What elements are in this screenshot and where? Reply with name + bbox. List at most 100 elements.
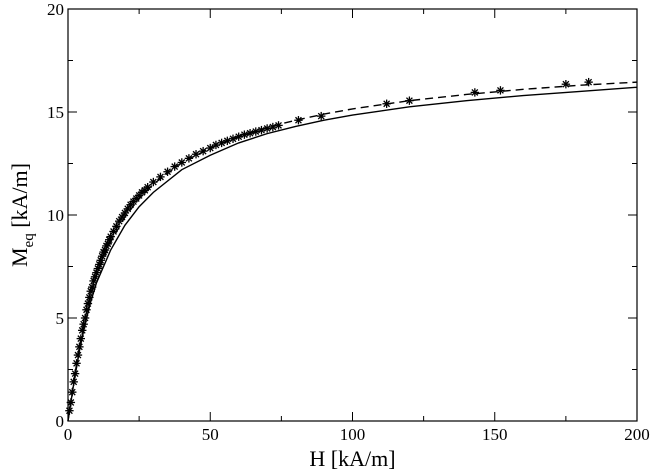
data-point-stroke	[405, 97, 413, 105]
data-point-stroke	[73, 359, 80, 367]
plot-frame	[67, 8, 638, 422]
y-axis-label-main: M	[7, 247, 32, 267]
data-point	[251, 127, 260, 136]
data-point	[75, 342, 84, 352]
data-point-stroke	[83, 306, 90, 314]
data-point-stroke	[178, 159, 186, 166]
data-point	[143, 182, 152, 192]
data-point-stroke	[118, 213, 126, 221]
data-point	[83, 299, 93, 308]
y-axis-label-sub: eq	[21, 233, 37, 248]
data-point-stroke	[81, 314, 89, 322]
data-point-stroke	[121, 209, 129, 217]
data-point-stroke	[115, 217, 123, 225]
data-point-stroke	[185, 154, 193, 162]
data-point	[268, 122, 278, 132]
data-point	[561, 79, 571, 89]
data-point	[80, 313, 90, 323]
data-point-stroke	[75, 343, 83, 351]
data-point-stroke	[275, 121, 282, 129]
data-point-stroke	[107, 233, 115, 241]
x-tick-label: 200	[624, 425, 650, 444]
data-point	[317, 111, 326, 121]
data-point-stroke	[471, 89, 479, 96]
data-point	[68, 387, 77, 397]
data-point-stroke	[71, 370, 79, 378]
data-point	[156, 172, 165, 182]
data-point	[96, 256, 105, 265]
data-point	[177, 158, 186, 167]
data-point-stroke	[68, 388, 76, 396]
data-point-stroke	[70, 378, 78, 386]
data-point	[294, 116, 303, 125]
curves	[67, 81, 638, 422]
x-tick-label: 0	[64, 425, 73, 444]
data-point-stroke	[206, 144, 214, 152]
y-tick-label: 15	[47, 103, 64, 122]
data-point-stroke	[585, 78, 593, 86]
data-point	[240, 130, 249, 139]
markers	[65, 77, 593, 415]
data-point	[257, 125, 266, 135]
data-point	[149, 177, 158, 187]
tick-labels: 0 50 100 150 200 0 5 10 15 20	[47, 0, 650, 444]
data-point	[90, 272, 100, 281]
data-point	[584, 77, 593, 87]
data-point	[245, 129, 255, 138]
data-point	[70, 369, 80, 378]
data-point	[496, 86, 505, 95]
data-point-stroke	[77, 335, 85, 343]
data-point-stroke	[317, 112, 325, 120]
data-point	[274, 121, 283, 130]
data-point-stroke	[80, 320, 88, 328]
data-point	[76, 334, 86, 343]
y-tick-label: 5	[56, 309, 65, 328]
data-point	[170, 162, 179, 171]
data-point	[87, 282, 97, 292]
data-point-stroke	[112, 222, 120, 230]
data-point-stroke	[157, 173, 164, 181]
x-tick-label: 100	[340, 425, 366, 444]
data-point-stroke	[497, 86, 504, 94]
data-point	[163, 167, 172, 176]
data-point	[198, 146, 208, 156]
data-point-stroke	[192, 150, 200, 158]
data-point	[73, 350, 83, 360]
data-point-stroke	[124, 205, 132, 213]
data-point-stroke	[67, 399, 75, 406]
data-point	[79, 319, 88, 329]
data-point-stroke	[144, 183, 152, 191]
data-point	[206, 143, 215, 153]
data-point	[262, 124, 272, 133]
data-point-stroke	[562, 80, 570, 88]
data-point	[382, 99, 391, 108]
data-point	[66, 398, 76, 407]
data-point	[85, 293, 94, 302]
data-point	[184, 154, 194, 163]
y-axis-label: Meq [kA/m]	[7, 163, 37, 267]
y-tick-label: 0	[56, 412, 65, 431]
data-point-stroke	[78, 326, 86, 334]
data-point	[78, 326, 87, 335]
x-axis-label: H [kA/m]	[309, 446, 395, 471]
data-point-stroke	[85, 293, 93, 301]
data-point	[65, 406, 74, 415]
data-point-stroke	[88, 283, 96, 291]
data-point-stroke	[295, 116, 302, 124]
data-point-stroke	[84, 300, 92, 308]
model-curve-solid	[67, 86, 638, 422]
data-point-stroke	[74, 351, 82, 359]
data-point-stroke	[171, 163, 179, 171]
axis-ticks	[67, 8, 638, 422]
data-point-stroke	[110, 228, 117, 235]
data-point	[470, 88, 480, 97]
data-point-stroke	[149, 178, 157, 186]
data-point	[82, 305, 91, 314]
y-axis-label-unit: [kA/m]	[7, 163, 32, 233]
x-tick-label: 150	[482, 425, 508, 444]
data-point	[97, 252, 107, 261]
y-tick-label: 10	[47, 206, 64, 225]
data-point	[191, 150, 201, 159]
data-point-stroke	[199, 147, 207, 155]
y-tick-label: 20	[47, 0, 64, 19]
